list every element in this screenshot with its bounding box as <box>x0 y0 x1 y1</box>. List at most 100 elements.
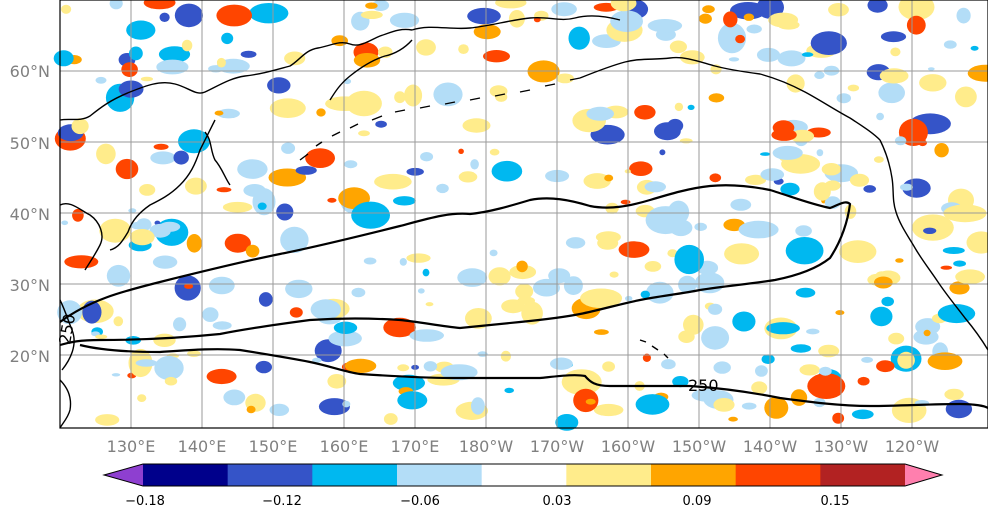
anomaly-patch <box>325 96 365 111</box>
colorbar-label-009: 0.09 <box>683 494 712 509</box>
anomaly-patch <box>730 198 752 211</box>
anomaly-patch <box>285 279 313 299</box>
anomaly-patch <box>420 152 434 162</box>
anomaly-patch <box>126 20 156 40</box>
lat-label-40n: 40°N <box>10 205 50 224</box>
anomaly-patch <box>425 302 434 307</box>
colorbar-label-m012: −0.12 <box>262 494 302 509</box>
colorbar-segment <box>820 464 906 486</box>
anomaly-patch <box>625 295 633 302</box>
lon-label-170w: 170°W <box>530 437 585 456</box>
colorbar-segment <box>397 464 483 486</box>
anomaly-patch <box>565 237 586 249</box>
lon-label-150e: 150°E <box>249 437 298 456</box>
anomaly-patch <box>483 50 510 63</box>
anomaly-patch <box>777 50 806 67</box>
anomaly-patch <box>771 128 797 141</box>
anomaly-patch <box>216 4 252 27</box>
anomaly-patch <box>768 12 799 28</box>
anomaly-patch <box>766 322 800 335</box>
anomaly-patch <box>533 278 560 297</box>
anomaly-patch <box>934 143 949 158</box>
anomaly-patch <box>316 108 326 117</box>
anomaly-patch <box>857 376 870 386</box>
anomaly-patch <box>240 50 257 58</box>
anomaly-patch <box>214 110 224 116</box>
colorbar-segment <box>312 464 398 486</box>
anomaly-patch <box>406 253 431 263</box>
anomaly-patch <box>801 52 814 57</box>
anomaly-patch <box>927 67 935 71</box>
anomaly-patch <box>185 177 207 195</box>
anomaly-patch <box>672 376 689 388</box>
anomaly-patch <box>755 365 768 377</box>
anomaly-patch <box>477 351 488 357</box>
anomaly-patch <box>152 255 178 269</box>
lon-label-160e: 160°E <box>320 437 369 456</box>
lat-label-50n: 50°N <box>10 134 50 153</box>
anomaly-patch <box>375 120 387 128</box>
lon-label-130w: 130°W <box>814 437 869 456</box>
anomaly-patch <box>222 201 253 213</box>
anomaly-patch <box>795 225 812 237</box>
anomaly-patch <box>521 301 543 325</box>
colorbar-segment <box>481 464 567 486</box>
anomaly-patch <box>927 352 963 371</box>
anomaly-patch <box>154 355 184 381</box>
anomaly-patch <box>111 373 121 377</box>
anomaly-patch <box>568 26 590 50</box>
anomaly-patch <box>923 227 937 234</box>
anomaly-patch <box>629 161 653 176</box>
anomaly-patch <box>867 0 888 13</box>
anomaly-patch <box>828 3 849 17</box>
anomaly-patch <box>276 203 294 221</box>
anomaly-patch <box>810 31 847 55</box>
anomaly-patch <box>389 12 420 28</box>
anomaly-patch <box>819 366 832 376</box>
anomaly-patch <box>404 84 423 107</box>
anomaly-patch <box>966 231 988 254</box>
anomaly-patch <box>187 350 201 358</box>
colorbar-label-m006: −0.06 <box>400 494 440 509</box>
anomaly-patch <box>258 292 273 307</box>
anomaly-patch <box>580 288 623 309</box>
anomaly-patch <box>173 317 187 332</box>
anomaly-patch <box>280 226 309 253</box>
anomaly-patch <box>795 287 816 298</box>
anomaly-patch <box>243 184 266 197</box>
anomaly-patch <box>508 9 525 28</box>
anomaly-patch <box>708 303 723 315</box>
anomaly-patch <box>281 142 296 154</box>
anomaly-patch <box>644 181 666 193</box>
anomaly-patch <box>661 359 676 370</box>
anomaly-patch <box>751 381 768 395</box>
lat-label-20n: 20°N <box>10 347 50 366</box>
anomaly-patch <box>694 222 707 231</box>
anomaly-patch <box>943 40 957 49</box>
aleutian-islands <box>299 77 581 161</box>
contour-250-south <box>79 343 988 409</box>
anomaly-patch <box>745 174 767 185</box>
lon-label-180w: 180°W <box>459 437 514 456</box>
anomaly-patch <box>61 220 69 226</box>
anomaly-patch <box>667 249 678 258</box>
philippines-coast <box>59 379 72 429</box>
anomaly-patch <box>372 0 390 11</box>
anomaly-patch <box>164 376 178 386</box>
anomaly-patch <box>181 39 193 52</box>
anomaly-patch <box>913 329 939 345</box>
anomaly-patch <box>106 264 131 287</box>
anomaly-patch <box>130 221 145 230</box>
anomaly-patch <box>708 93 725 103</box>
anomaly-patch <box>433 82 463 107</box>
anomaly-patch <box>799 364 820 376</box>
anomaly-patch <box>895 258 904 263</box>
anomaly-patch <box>746 24 762 34</box>
anomaly-patch <box>556 73 574 84</box>
anomaly-patch <box>351 201 390 229</box>
anomaly-patch <box>698 13 712 24</box>
contour-250-north <box>59 184 852 347</box>
anomaly-patch <box>295 166 317 175</box>
anomaly-patch <box>940 265 953 270</box>
anomaly-patch <box>743 13 755 21</box>
